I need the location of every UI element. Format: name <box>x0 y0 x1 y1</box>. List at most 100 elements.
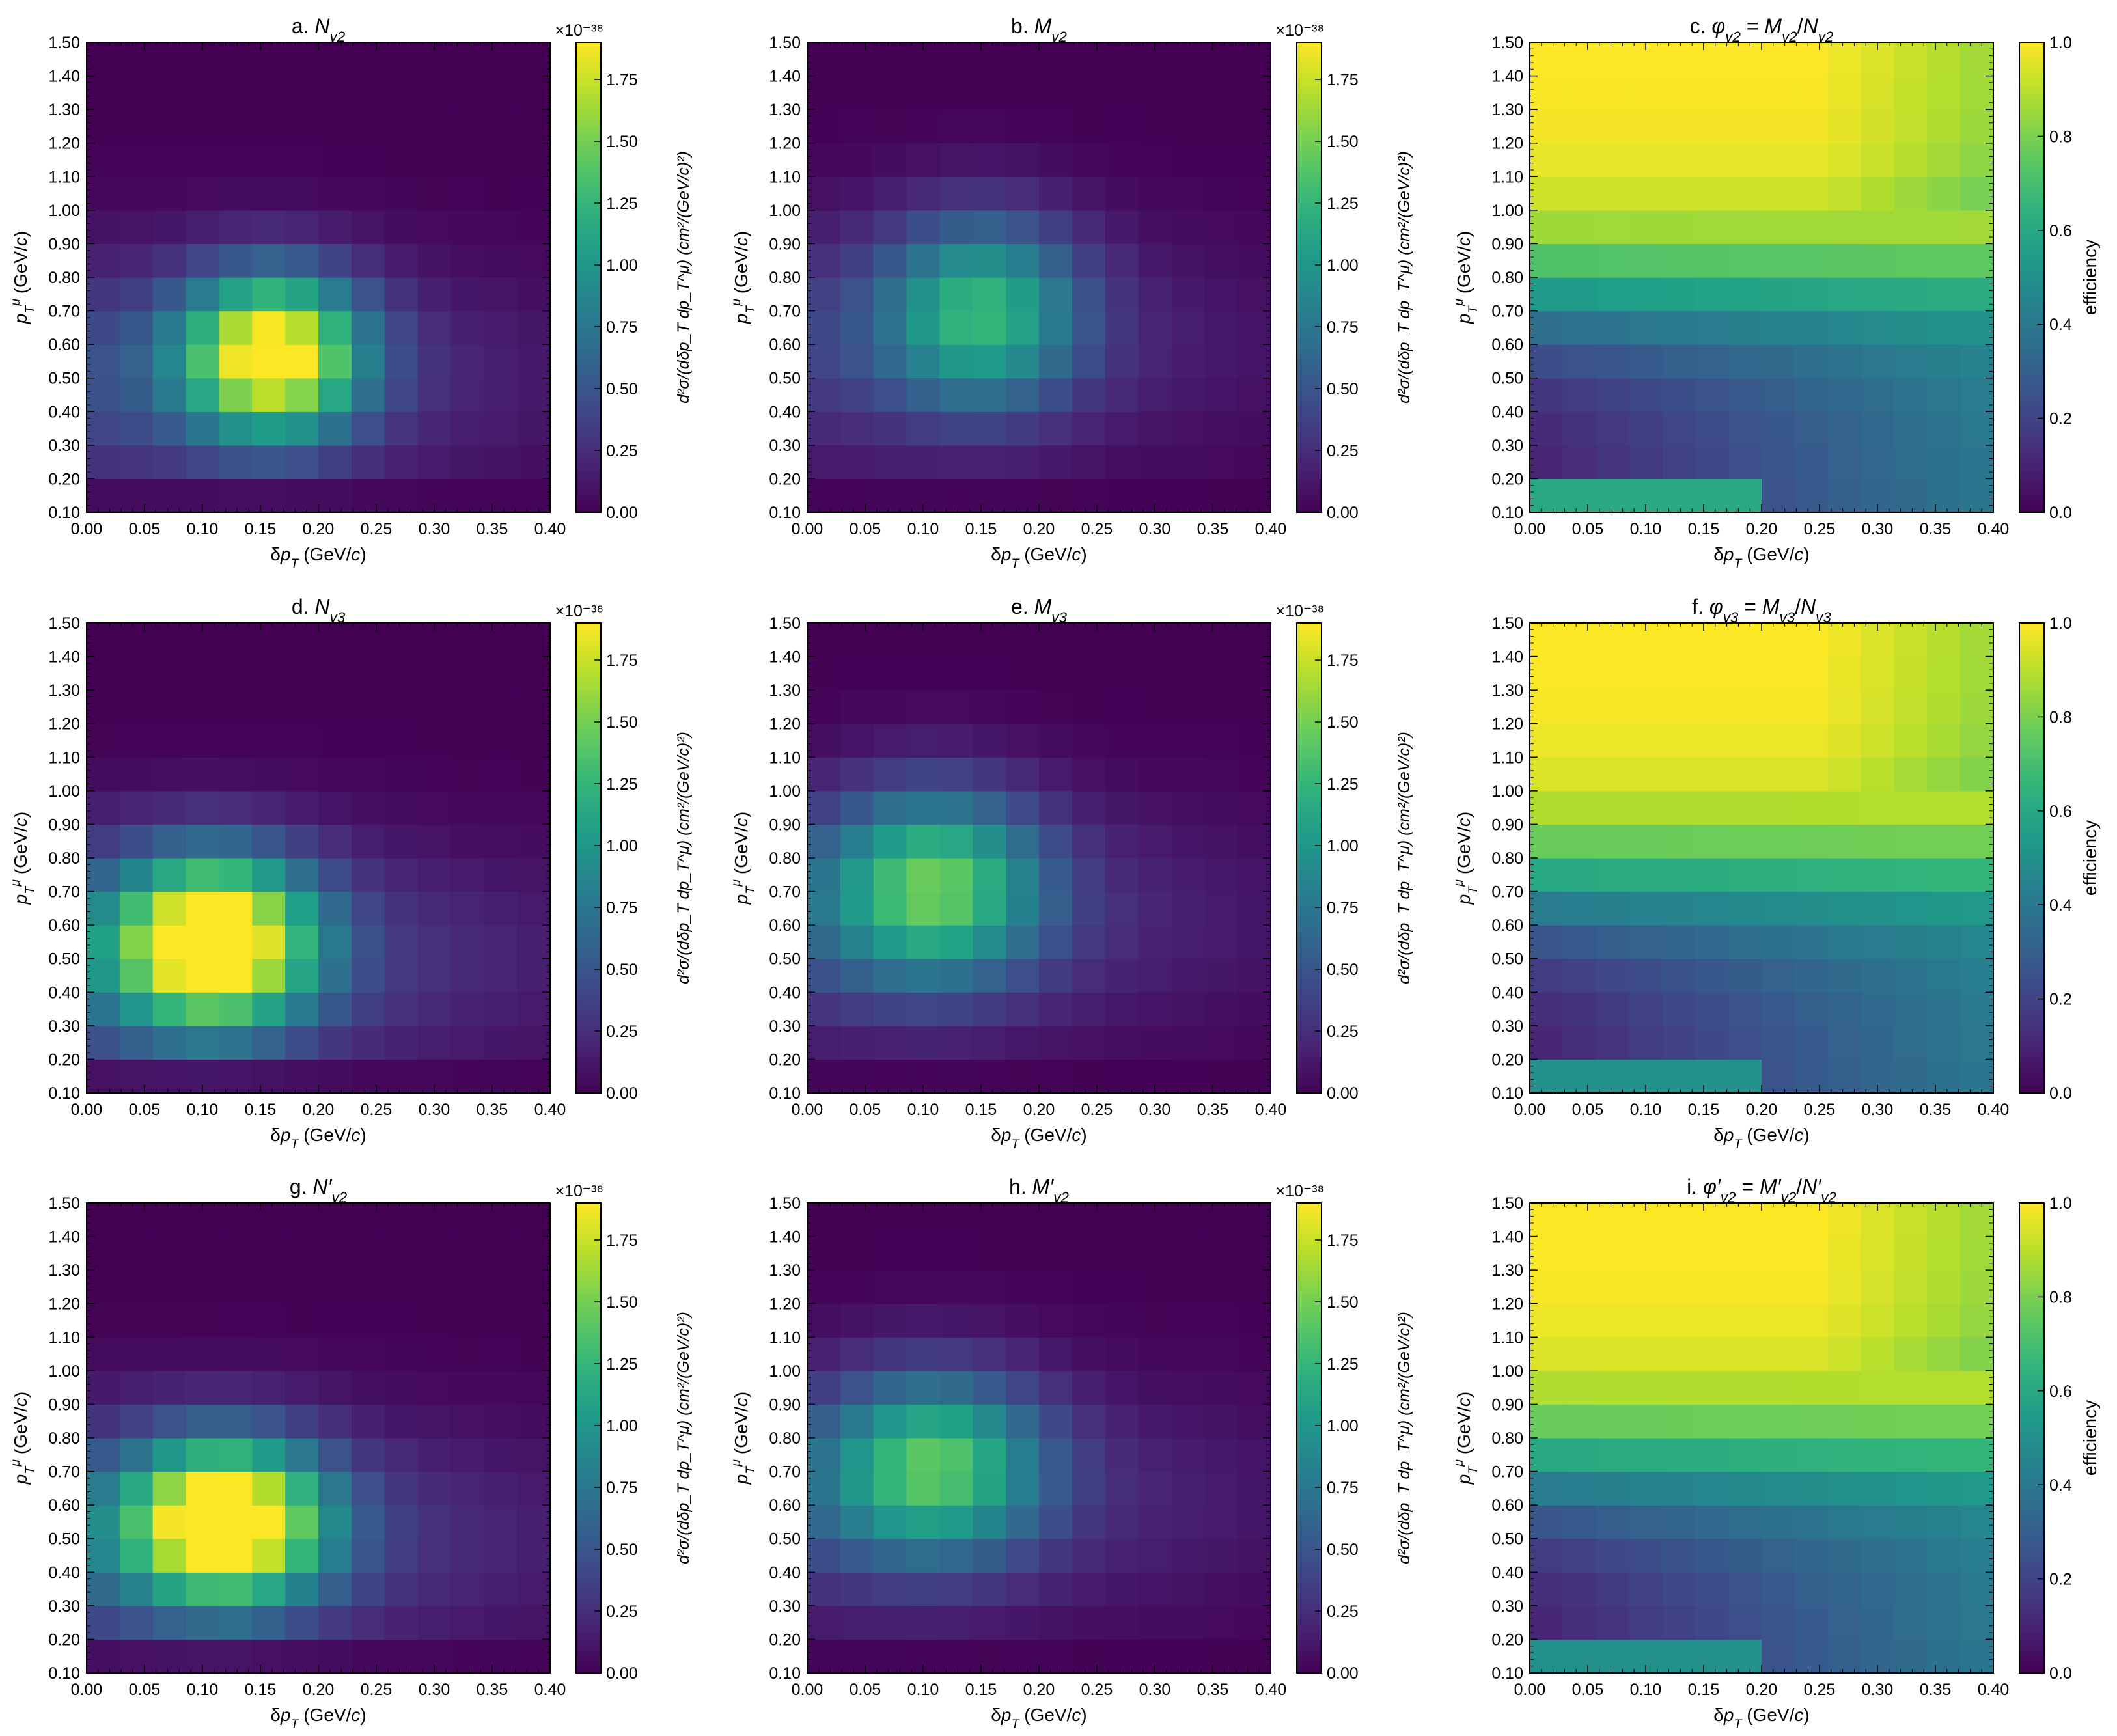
y-tick-label: 0.40 <box>769 403 801 421</box>
heatmap-cell <box>1138 790 1172 825</box>
heatmap-cell <box>1662 310 1696 345</box>
heatmap-cell <box>1530 1639 1564 1674</box>
heatmap-cell <box>1105 1505 1139 1539</box>
y-tick-label: 0.30 <box>48 437 80 455</box>
heatmap-cell <box>384 757 419 792</box>
heatmap-cell <box>484 1270 518 1304</box>
heatmap-cell <box>1728 1337 1762 1371</box>
heatmap-cell <box>1006 757 1040 792</box>
heatmap-cell <box>87 1303 120 1338</box>
heatmap-cell <box>285 958 319 993</box>
heatmap-cell <box>1204 925 1238 959</box>
heatmap-cell <box>1762 958 1795 993</box>
y-tick-label: 1.20 <box>1491 715 1523 734</box>
heatmap-cell <box>484 411 518 446</box>
heatmap-cell <box>807 1404 841 1439</box>
x-tick-label: 0.05 <box>1572 520 1604 538</box>
heatmap-cell <box>1762 1270 1795 1304</box>
heatmap-cell <box>1960 858 1994 892</box>
heatmap-cell <box>1596 1370 1630 1405</box>
heatmap-cell <box>1662 210 1696 245</box>
heatmap-cell <box>484 790 518 825</box>
heatmap-cell <box>152 790 187 825</box>
heatmap-cell <box>1596 891 1630 926</box>
heatmap-cell <box>1530 1438 1564 1472</box>
y-tick-label: 0.80 <box>769 1429 801 1448</box>
y-tick-label: 1.00 <box>48 782 80 801</box>
y-tick-label: 0.50 <box>769 370 801 388</box>
heatmap-cell <box>1927 1236 1961 1271</box>
heatmap-cell <box>1762 1572 1795 1606</box>
heatmap-cell <box>252 344 286 379</box>
heatmap-cell <box>484 891 518 926</box>
heatmap-cell <box>1006 176 1040 211</box>
colorbar <box>1296 622 1322 1094</box>
heatmap-cell <box>1006 1270 1040 1304</box>
heatmap-cell <box>1039 1303 1073 1338</box>
heatmap-cell <box>119 1471 154 1506</box>
heatmap-cell <box>840 310 874 345</box>
heatmap-cell <box>1762 445 1795 480</box>
heatmap-cell <box>973 757 1006 792</box>
heatmap-cell <box>87 1404 120 1439</box>
heatmap-cell <box>318 1203 352 1237</box>
heatmap-cell <box>1927 1303 1961 1338</box>
heatmap-cell <box>1596 1303 1630 1338</box>
heatmap-cell <box>417 411 452 446</box>
heatmap-cell <box>119 1025 154 1060</box>
heatmap-cell <box>1238 478 1271 513</box>
heatmap-cell <box>351 790 385 825</box>
heatmap-cell <box>285 143 319 177</box>
y-tick-label: 0.10 <box>48 1664 80 1683</box>
heatmap-cell <box>939 1303 973 1338</box>
heatmap-cell <box>1105 1538 1139 1573</box>
y-tick-label: 1.10 <box>769 749 801 767</box>
y-tick-label: 0.50 <box>48 370 80 388</box>
y-axis-label: pTμ (GeV/c) <box>1452 231 1480 325</box>
heatmap-cell <box>219 277 253 312</box>
heatmap-cell <box>219 958 253 993</box>
heatmap-cell <box>840 344 874 379</box>
heatmap-cell <box>219 344 253 379</box>
heatmap-cell <box>1204 1203 1238 1237</box>
heatmap-cell <box>252 623 286 657</box>
heatmap-cell <box>1072 411 1106 446</box>
heatmap-cell <box>1596 1505 1630 1539</box>
heatmap-cell <box>1794 1639 1829 1674</box>
y-tick-label: 0.70 <box>1491 303 1523 321</box>
heatmap-cell <box>119 344 154 379</box>
colorbar-label: d²σ/(dδp_T dp_T^μ) (cm²/(GeV/c)²) <box>1395 732 1413 984</box>
heatmap-cell <box>1861 411 1895 446</box>
heatmap-cell <box>351 757 385 792</box>
heatmap-cell <box>1562 1203 1597 1237</box>
heatmap-cell <box>1562 723 1597 758</box>
heatmap-cell <box>1072 1605 1106 1640</box>
heatmap-cell <box>1530 858 1564 892</box>
heatmap-cell <box>939 1337 973 1371</box>
heatmap-cell <box>1006 656 1040 691</box>
heatmap-cell <box>1562 1639 1597 1674</box>
heatmap-cell <box>1960 143 1994 177</box>
heatmap-cell <box>119 1572 154 1606</box>
heatmap-cell <box>152 1505 187 1539</box>
heatmap-cell <box>1072 1404 1106 1439</box>
colorbar-tick-label: 0.75 <box>606 899 638 917</box>
heatmap-cell <box>450 143 484 177</box>
heatmap-cell <box>1039 858 1073 892</box>
heatmap-cell <box>1105 344 1139 379</box>
heatmap-cell <box>219 210 253 245</box>
heatmap-cell <box>1629 176 1663 211</box>
heatmap-cell <box>973 1538 1006 1573</box>
heatmap-cell <box>152 1303 187 1338</box>
heatmap-cell <box>939 1639 973 1674</box>
colorbar-tick-label: 1.50 <box>1327 133 1359 151</box>
colorbar-tick-label: 1.25 <box>606 1355 638 1373</box>
heatmap-cell <box>906 723 941 758</box>
heatmap-cell <box>219 1025 253 1060</box>
heatmap-cell <box>87 1236 120 1271</box>
heatmap-cell <box>1762 109 1795 144</box>
heatmap-cell <box>973 1236 1006 1271</box>
heatmap-cell <box>1629 445 1663 480</box>
heatmap-cell <box>1105 143 1139 177</box>
heatmap-cell <box>807 1639 841 1674</box>
